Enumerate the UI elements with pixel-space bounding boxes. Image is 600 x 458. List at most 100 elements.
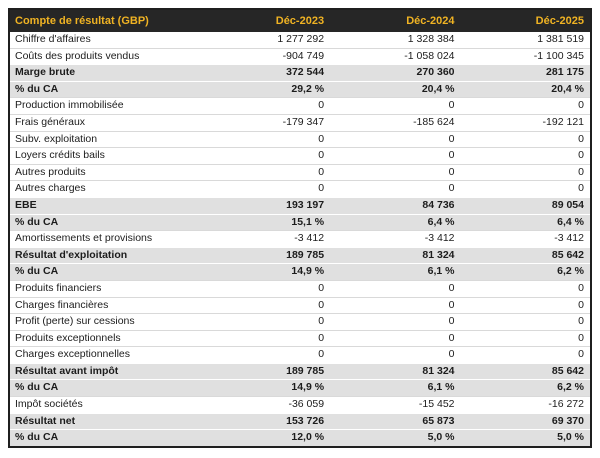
cell-value: 69 370	[460, 412, 591, 430]
row-label: EBE	[9, 196, 200, 215]
cell-value: 0	[199, 97, 331, 115]
row-label: Charges financières	[9, 296, 200, 314]
cell-value: 0	[460, 163, 591, 181]
cell-value: 89 054	[460, 196, 591, 215]
cell-value: 14,9 %	[199, 263, 331, 281]
table-row: Résultat avant impôt 189 785 81 324 85 642	[9, 362, 591, 380]
row-label: % du CA	[9, 429, 200, 447]
cell-value: 0	[330, 346, 461, 364]
table-row: Charges exceptionnelles 0 0 0	[9, 346, 591, 364]
cell-value: 6,4 %	[330, 213, 461, 231]
cell-value: 153 726	[199, 412, 331, 430]
table-row: Résultat d'exploitation 189 785 81 324 85 6…	[9, 246, 591, 264]
row-label: Marge brute	[9, 64, 200, 82]
cell-value: -1 100 345	[460, 47, 591, 65]
cell-value: 1 277 292	[199, 32, 331, 49]
table-row: Loyers crédits bails 0 0 0	[9, 147, 591, 165]
cell-value: -36 059	[199, 396, 331, 414]
cell-value: 12,0 %	[199, 429, 331, 447]
table-row: % du CA 29,2 % 20,4 % 20,4 %	[9, 80, 591, 98]
cell-value: 0	[460, 313, 591, 331]
cell-value: -192 121	[460, 113, 591, 132]
cell-value: 0	[199, 313, 331, 331]
row-label: Chiffre d'affaires	[9, 32, 200, 49]
cell-value: 0	[460, 97, 591, 115]
cell-value: -3 412	[330, 230, 461, 248]
cell-value: 0	[330, 329, 461, 347]
cell-value: 0	[460, 329, 591, 347]
cell-value: 1 328 384	[330, 32, 461, 49]
cell-value: 0	[199, 147, 331, 165]
income-statement-table: Compte de résultat (GBP) Déc-2023 Déc-20…	[8, 8, 592, 448]
row-label: Profit (perte) sur cessions	[9, 313, 200, 331]
cell-value: -185 624	[330, 113, 461, 132]
row-label: Production immobilisée	[9, 97, 200, 115]
cell-value: 0	[330, 313, 461, 331]
row-label: Résultat d'exploitation	[9, 246, 200, 264]
table-row: % du CA 14,9 % 6,1 % 6,2 %	[9, 263, 591, 281]
cell-value: -1 058 024	[330, 47, 461, 65]
cell-value: -904 749	[199, 47, 331, 65]
row-label: Résultat net	[9, 412, 200, 430]
row-label: Amortissements et provisions	[9, 230, 200, 248]
cell-value: 0	[199, 130, 331, 148]
cell-value: 189 785	[199, 246, 331, 264]
column-header-dec-2024: Déc-2024	[330, 9, 461, 32]
cell-value: 0	[330, 180, 461, 198]
table-row: Produits financiers 0 0 0	[9, 279, 591, 297]
row-label: Subv. exploitation	[9, 130, 200, 148]
table-row: Impôt sociétés -36 059 -15 452 -16 272	[9, 396, 591, 414]
cell-value: 14,9 %	[199, 379, 331, 397]
table-row: Autres produits 0 0 0	[9, 163, 591, 181]
cell-value: 0	[330, 279, 461, 297]
cell-value: 81 324	[330, 362, 461, 380]
cell-value: 0	[330, 97, 461, 115]
table-row: Marge brute 372 544 270 360 281 175	[9, 64, 591, 82]
cell-value: 193 197	[199, 196, 331, 215]
table-row: Frais généraux -179 347 -185 624 -192 121	[9, 113, 591, 132]
cell-value: 85 642	[460, 362, 591, 380]
cell-value: 6,2 %	[460, 379, 591, 397]
cell-value: 0	[460, 279, 591, 297]
row-label: Produits financiers	[9, 279, 200, 297]
table-row: Charges financières 0 0 0	[9, 296, 591, 314]
cell-value: 0	[199, 279, 331, 297]
table-title: Compte de résultat (GBP)	[9, 9, 200, 32]
table-row: Profit (perte) sur cessions 0 0 0	[9, 313, 591, 331]
cell-value: -179 347	[199, 113, 331, 132]
cell-value: 5,0 %	[330, 429, 461, 447]
cell-value: 6,1 %	[330, 379, 461, 397]
cell-value: 0	[460, 180, 591, 198]
table-row: Autres charges 0 0 0	[9, 180, 591, 198]
row-label: Résultat avant impôt	[9, 362, 200, 380]
cell-value: 0	[199, 180, 331, 198]
row-label: Charges exceptionnelles	[9, 346, 200, 364]
cell-value: 0	[199, 163, 331, 181]
cell-value: 0	[460, 130, 591, 148]
row-label: Frais généraux	[9, 113, 200, 132]
cell-value: 0	[330, 296, 461, 314]
cell-value: 6,4 %	[460, 213, 591, 231]
row-label: Coûts des produits vendus	[9, 47, 200, 65]
row-label: Autres charges	[9, 180, 200, 198]
cell-value: -16 272	[460, 396, 591, 414]
row-label: % du CA	[9, 213, 200, 231]
cell-value: 0	[330, 130, 461, 148]
cell-value: -15 452	[330, 396, 461, 414]
cell-value: 0	[199, 329, 331, 347]
table-row: Coûts des produits vendus -904 749 -1 058 …	[9, 47, 591, 65]
row-label: % du CA	[9, 379, 200, 397]
cell-value: 81 324	[330, 246, 461, 264]
cell-value: 0	[460, 147, 591, 165]
table-row: Subv. exploitation 0 0 0	[9, 130, 591, 148]
table-row: Amortissements et provisions -3 412 -3 412…	[9, 230, 591, 248]
row-label: Autres produits	[9, 163, 200, 181]
row-label: Produits exceptionnels	[9, 329, 200, 347]
cell-value: 281 175	[460, 64, 591, 82]
table-row: Production immobilisée 0 0 0	[9, 97, 591, 115]
column-header-dec-2025: Déc-2025	[460, 9, 591, 32]
cell-value: 1 381 519	[460, 32, 591, 49]
header-row: Compte de résultat (GBP) Déc-2023 Déc-20…	[9, 9, 591, 32]
table-row: EBE 193 197 84 736 89 054	[9, 196, 591, 215]
cell-value: 270 360	[330, 64, 461, 82]
